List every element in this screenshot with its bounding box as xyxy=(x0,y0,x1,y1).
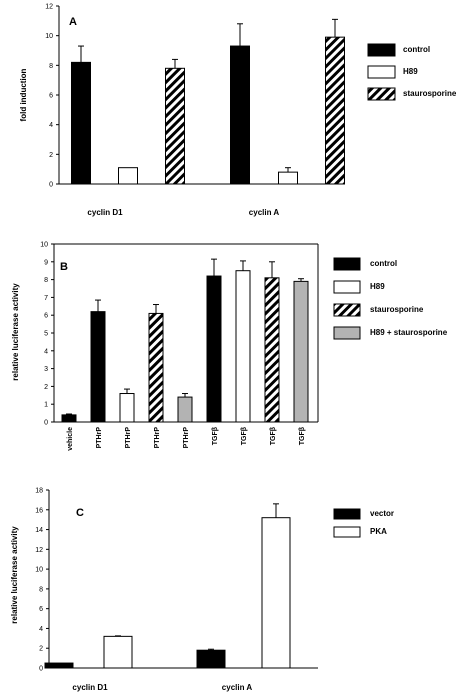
y-tick-label: 6 xyxy=(39,606,43,613)
panel-a-group-label: cyclin A xyxy=(249,208,280,217)
panel-b-legend: control H89 staurosporine H89 + staurosp… xyxy=(333,257,448,340)
x-tick-label: vehicle xyxy=(67,427,74,451)
legend-label: control xyxy=(403,45,430,54)
bar xyxy=(148,312,164,423)
y-tick-label: 4 xyxy=(39,626,43,633)
bar xyxy=(264,277,280,423)
y-tick-label: 8 xyxy=(49,63,53,70)
bar xyxy=(165,67,185,185)
legend-label: H89 xyxy=(370,282,385,291)
y-tick-label: 7 xyxy=(44,295,48,302)
y-tick-label: 4 xyxy=(49,122,53,129)
panel-a-legend: control H89 staurosporine xyxy=(367,43,457,101)
legend-label: vector xyxy=(370,509,394,518)
x-tick-label: PTHrP xyxy=(96,427,103,449)
x-tick-label: TGFβ xyxy=(299,426,306,445)
legend-swatch xyxy=(333,280,361,294)
panel-b-letter: B xyxy=(60,261,68,273)
x-tick-label: TGFβ xyxy=(212,426,219,445)
legend-label: staurosporine xyxy=(370,305,424,314)
legend-swatch xyxy=(367,65,396,79)
y-tick-label: 8 xyxy=(44,277,48,284)
bar xyxy=(325,36,345,185)
y-tick-label: 5 xyxy=(44,331,48,338)
panel-c-group-label: cyclin A xyxy=(222,683,253,692)
panel-a-chart: A fold induction cyclin D1 cyclin A cont… xyxy=(19,4,457,218)
y-tick-label: 1 xyxy=(44,402,48,409)
bar xyxy=(90,311,106,423)
y-tick-label: 2 xyxy=(44,384,48,391)
legend-swatch xyxy=(333,526,361,538)
x-tick-label: PTHrP xyxy=(183,427,190,449)
y-tick-label: 10 xyxy=(35,567,43,574)
bar xyxy=(71,61,91,185)
panel-b-chart: B relative luciferase activity control H… xyxy=(11,242,448,451)
bar xyxy=(293,280,309,423)
panel-c-chart: C relative luciferase activity cyclin D1… xyxy=(10,488,394,693)
y-tick-label: 9 xyxy=(44,259,48,266)
legend-label: H89 + staurosporine xyxy=(370,328,448,337)
legend-swatch xyxy=(367,43,396,57)
y-tick-label: 2 xyxy=(39,646,43,653)
panel-c-legend: vector PKA xyxy=(333,508,394,538)
y-tick-label: 12 xyxy=(35,547,43,554)
bar xyxy=(61,414,77,423)
bar xyxy=(44,662,74,669)
y-tick-label: 16 xyxy=(35,507,43,514)
bar xyxy=(196,649,226,669)
panel-a-y-axis-label: fold induction xyxy=(19,68,28,121)
panel-c-y-axis-label: relative luciferase activity xyxy=(10,526,19,624)
y-tick-label: 6 xyxy=(49,93,53,100)
legend-swatch xyxy=(333,257,361,271)
bar xyxy=(278,171,298,185)
legend-swatch xyxy=(333,303,361,317)
legend-label: PKA xyxy=(370,527,387,536)
x-tick-label: PTHrP xyxy=(125,427,132,449)
bar xyxy=(177,396,193,423)
legend-label: H89 xyxy=(403,67,418,76)
bar xyxy=(235,270,251,423)
y-tick-label: 18 xyxy=(35,488,43,495)
y-tick-label: 10 xyxy=(40,242,48,249)
y-tick-label: 0 xyxy=(39,666,43,673)
bar xyxy=(230,45,250,185)
y-tick-label: 14 xyxy=(35,527,43,534)
y-tick-label: 10 xyxy=(45,33,53,40)
panel-a-letter: A xyxy=(69,16,77,28)
legend-label: staurosporine xyxy=(403,89,457,98)
x-tick-label: TGFβ xyxy=(241,426,248,445)
y-tick-label: 0 xyxy=(49,182,53,189)
y-tick-label: 12 xyxy=(45,4,53,11)
panel-c-group-label: cyclin D1 xyxy=(72,683,108,692)
bar xyxy=(118,167,138,185)
legend-label: control xyxy=(370,259,397,268)
legend-swatch xyxy=(367,87,396,101)
bar xyxy=(119,393,135,423)
y-tick-label: 2 xyxy=(49,152,53,159)
y-tick-label: 6 xyxy=(44,313,48,320)
panel-c-letter: C xyxy=(76,507,84,519)
y-tick-label: 4 xyxy=(44,348,48,355)
y-tick-label: 0 xyxy=(44,420,48,427)
y-tick-label: 3 xyxy=(44,366,48,373)
bar xyxy=(261,517,291,669)
legend-swatch xyxy=(333,326,361,340)
x-tick-label: PTHrP xyxy=(154,427,161,449)
bar xyxy=(206,275,222,423)
x-tick-label: TGFβ xyxy=(270,426,277,445)
y-tick-label: 8 xyxy=(39,586,43,593)
bar xyxy=(103,635,133,669)
panel-a-group-label: cyclin D1 xyxy=(87,208,123,217)
legend-swatch xyxy=(333,508,361,520)
panel-b-y-axis-label: relative luciferase activity xyxy=(11,283,20,381)
